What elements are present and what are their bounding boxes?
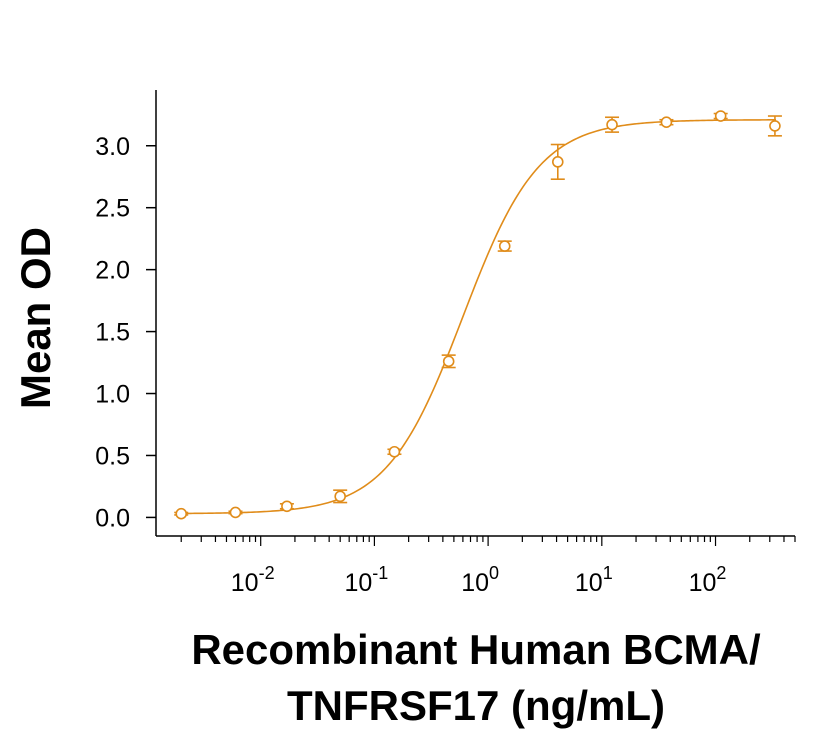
x-tick-label: 100 — [461, 563, 499, 597]
fit-curve-group — [178, 119, 776, 515]
x-axis-title-line-1: Recombinant Human BCMA/ — [191, 626, 761, 673]
data-point — [388, 445, 401, 458]
y-tick-label: 2.5 — [95, 195, 130, 223]
x-tick-exponent: 0 — [489, 563, 499, 583]
x-tick-base: 10 — [231, 569, 259, 597]
y-tick-label: 1.0 — [95, 381, 130, 409]
data-point — [442, 355, 455, 368]
data-point — [606, 118, 618, 131]
x-tick-label: 10-2 — [231, 563, 275, 597]
x-tick-label: 10-1 — [344, 563, 388, 597]
data-point — [229, 506, 242, 519]
data-points — [174, 110, 782, 520]
y-tick-label: 1.5 — [95, 319, 130, 347]
x-tick-exponent: 1 — [603, 563, 613, 583]
data-point — [498, 240, 511, 252]
x-tick-exponent: -1 — [372, 563, 388, 583]
labels: Mean OD Recombinant Human BCMA/ TNFRSF17… — [12, 227, 761, 729]
data-point — [551, 156, 564, 168]
data-point — [660, 116, 673, 129]
y-tick-label: 3.0 — [95, 133, 130, 161]
x-tick-base: 10 — [689, 569, 717, 597]
y-tick-label: 0.0 — [95, 504, 130, 532]
x-tick-base: 10 — [344, 569, 372, 597]
x-tick-base: 10 — [575, 569, 603, 597]
x-tick-base: 10 — [461, 569, 489, 597]
x-tick-exponent: 2 — [716, 563, 726, 583]
data-point — [334, 490, 346, 503]
data-point — [769, 120, 781, 132]
axes — [155, 90, 795, 537]
data-point — [714, 110, 727, 122]
data-point — [281, 500, 293, 513]
y-axis-title: Mean OD — [12, 227, 59, 409]
x-tick-label: 101 — [575, 563, 613, 597]
x-tick-exponent: -2 — [259, 563, 275, 583]
y-tick-label: 0.5 — [95, 442, 130, 470]
x-axis-title-line-2: TNFRSF17 (ng/mL) — [287, 682, 665, 729]
y-tick-label: 2.0 — [95, 257, 130, 285]
fit-curve — [178, 119, 776, 515]
data-point — [175, 507, 188, 520]
ticks: 0.00.51.01.52.02.53.010-2 10-1 100 101 102 — [95, 133, 796, 597]
x-tick-label: 102 — [689, 563, 727, 597]
